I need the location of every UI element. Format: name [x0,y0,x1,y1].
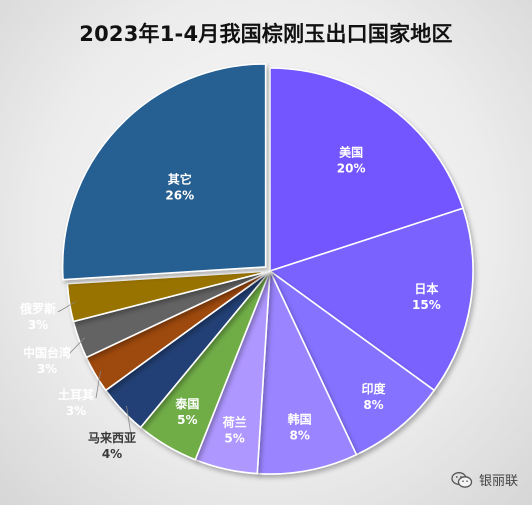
slice-value-label: 20% [337,161,366,175]
pie-slice [256,270,358,475]
pie-slice [269,67,465,273]
slice-label: 印度 [362,381,387,396]
watermark-text: 银丽联 [478,474,518,489]
slice-value-label: 5% [224,431,244,445]
slice-label: 土耳其 [58,387,94,402]
slice-label: 韩国 [288,412,312,427]
leader-line [126,405,133,442]
slice-value-label: 8% [363,398,383,412]
slice-value-label: 3% [37,362,57,376]
leader-line [66,337,86,357]
leader-line [95,371,101,399]
slice-label: 中国台湾 [23,345,71,360]
pie-slices [61,63,474,475]
slice-label: 日本 [414,281,438,296]
slice-label: 荷兰 [222,414,247,429]
slice-value-label: 3% [28,318,48,332]
watermark: 银丽联 [451,470,518,489]
slice-label: 美国 [339,144,363,159]
slice-label: 其它 [168,171,192,186]
slice-value-label: 26% [165,188,194,202]
pie-slice [268,207,474,392]
pie-slice [269,270,436,456]
chart-title: 2023年1-4月我国棕刚玉出口国家地区 [79,22,453,46]
pie-slice [61,63,267,281]
slice-label: 马来西亚 [88,430,136,445]
pie-slice [66,270,271,323]
slice-value-label: 3% [66,404,86,418]
slice-label: 俄罗斯 [19,301,56,316]
wechat-icon [451,471,473,488]
slice-value-label: 5% [177,413,197,427]
leader-line [57,301,76,313]
slice-value-label: 8% [289,429,309,443]
slice-value-label: 15% [412,298,441,312]
slice-value-label: 4% [102,447,122,461]
slice-label: 泰国 [174,396,199,411]
leader-lines [57,301,133,442]
slice-labels: 美国20%日本15%印度8%韩国8%荷兰5%泰国5%马来西亚4%土耳其3%中国台… [19,144,441,461]
